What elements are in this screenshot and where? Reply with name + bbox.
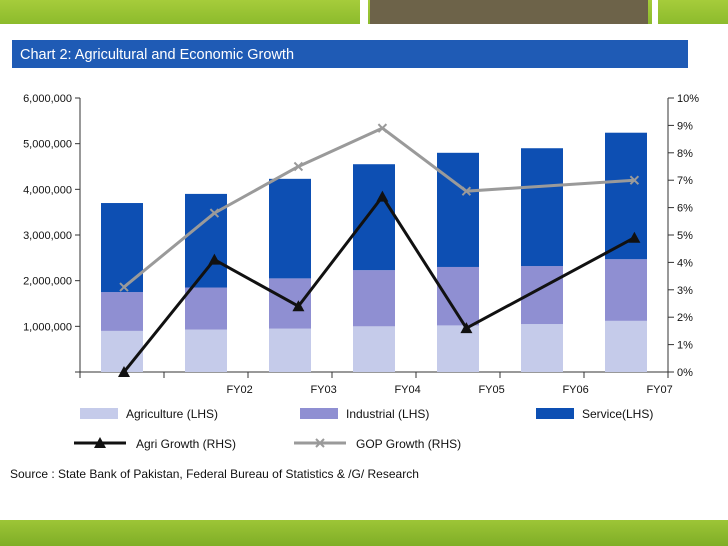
y-right-tick-label: 10% bbox=[677, 93, 699, 105]
x-tick-label: FY04 bbox=[394, 384, 420, 396]
bar-agriculture bbox=[437, 325, 479, 372]
legend-agri-label: Agri Growth (RHS) bbox=[136, 437, 236, 451]
bar-service bbox=[605, 132, 647, 260]
bar-service bbox=[101, 203, 143, 293]
bar-service bbox=[353, 164, 395, 271]
slide-top-dark-block bbox=[370, 0, 648, 24]
legend-agriculture-label: Agriculture (LHS) bbox=[126, 407, 218, 421]
x-tick-label: FY07 bbox=[646, 384, 672, 396]
gop-growth-point bbox=[209, 208, 220, 218]
x-tick-label: FY05 bbox=[478, 384, 504, 396]
agri-growth-point bbox=[208, 253, 221, 265]
line-series bbox=[118, 123, 641, 377]
legend-service-label: Service(LHS) bbox=[582, 407, 653, 421]
bar-industrial bbox=[353, 270, 395, 327]
y-left-tick-label: 3,000,000 bbox=[23, 230, 72, 242]
x-tick-label: FY06 bbox=[562, 384, 588, 396]
x-tick-label: FY03 bbox=[310, 384, 336, 396]
y-left-tick-label: 5,000,000 bbox=[23, 139, 72, 151]
chart-axes: 1,000,000 2,000,000 3,000,000 4,000,000 5,00… bbox=[23, 93, 699, 396]
y-right-tick-label: 4% bbox=[677, 257, 693, 269]
slide-top-divider bbox=[360, 0, 368, 24]
slide-bottom-band bbox=[0, 520, 728, 546]
legend-service-swatch bbox=[536, 408, 574, 419]
bar-industrial bbox=[101, 292, 143, 331]
legend-industrial-label: Industrial (LHS) bbox=[346, 407, 429, 421]
bar-agriculture bbox=[269, 328, 311, 372]
gop-growth-point bbox=[629, 175, 640, 185]
chart-title: Chart 2: Agricultural and Economic Growt… bbox=[20, 47, 294, 63]
y-right-tick-label: 3% bbox=[677, 285, 693, 297]
gop-growth-point bbox=[461, 186, 472, 196]
agri-growth-point bbox=[460, 322, 473, 334]
x-tick-label: FY02 bbox=[226, 384, 252, 396]
bar-industrial bbox=[185, 287, 227, 330]
y-right-tick-label: 2% bbox=[677, 312, 693, 324]
agri-growth-point bbox=[628, 231, 641, 243]
legend-gop-label: GOP Growth (RHS) bbox=[356, 437, 461, 451]
bar-agriculture bbox=[101, 330, 143, 372]
chart: Chart 2: Agricultural and Economic Growt… bbox=[10, 40, 699, 481]
bar-agriculture bbox=[185, 329, 227, 372]
legend: Agriculture (LHS) Industrial (LHS) Service… bbox=[74, 407, 653, 451]
bar-service bbox=[521, 148, 563, 267]
agri-growth-line bbox=[122, 194, 636, 373]
gop-growth-point bbox=[377, 123, 388, 133]
agri-growth-point bbox=[118, 366, 130, 377]
y-left-tick-label: 2,000,000 bbox=[23, 276, 72, 288]
gop-growth-point bbox=[293, 161, 304, 172]
legend-agri-marker bbox=[94, 437, 106, 448]
y-left-tick-label: 1,000,000 bbox=[23, 321, 72, 333]
y-right-tick-label: 0% bbox=[677, 367, 693, 379]
bar-series bbox=[101, 132, 647, 372]
bar-service bbox=[269, 178, 311, 279]
bar-agriculture bbox=[353, 326, 395, 372]
y-right-tick-label: 5% bbox=[677, 230, 693, 242]
bar-service bbox=[437, 152, 479, 267]
y-left-tick-label: 6,000,000 bbox=[23, 93, 72, 105]
agri-growth-point bbox=[376, 190, 389, 202]
gop-growth-line bbox=[123, 126, 635, 289]
y-right-tick-label: 1% bbox=[677, 340, 693, 352]
y-right-tick-label: 9% bbox=[677, 120, 693, 132]
gop-growth-point bbox=[119, 282, 129, 292]
chart-title-bar bbox=[12, 40, 688, 68]
y-right-tick-label: 7% bbox=[677, 175, 693, 187]
y-right-tick-label: 8% bbox=[677, 148, 693, 160]
slide-top-divider bbox=[652, 0, 658, 24]
legend-industrial-swatch bbox=[300, 408, 338, 419]
y-left-tick-label: 4,000,000 bbox=[23, 184, 72, 196]
source-note: Source : State Bank of Pakistan, Federal… bbox=[10, 467, 419, 481]
legend-agriculture-swatch bbox=[80, 408, 118, 419]
legend-gop-marker bbox=[315, 438, 325, 448]
bar-industrial bbox=[605, 259, 647, 321]
agri-growth-point bbox=[292, 300, 305, 312]
bar-agriculture bbox=[521, 324, 563, 372]
bar-industrial bbox=[269, 278, 311, 329]
bar-agriculture bbox=[605, 320, 647, 372]
y-right-tick-label: 6% bbox=[677, 203, 693, 215]
